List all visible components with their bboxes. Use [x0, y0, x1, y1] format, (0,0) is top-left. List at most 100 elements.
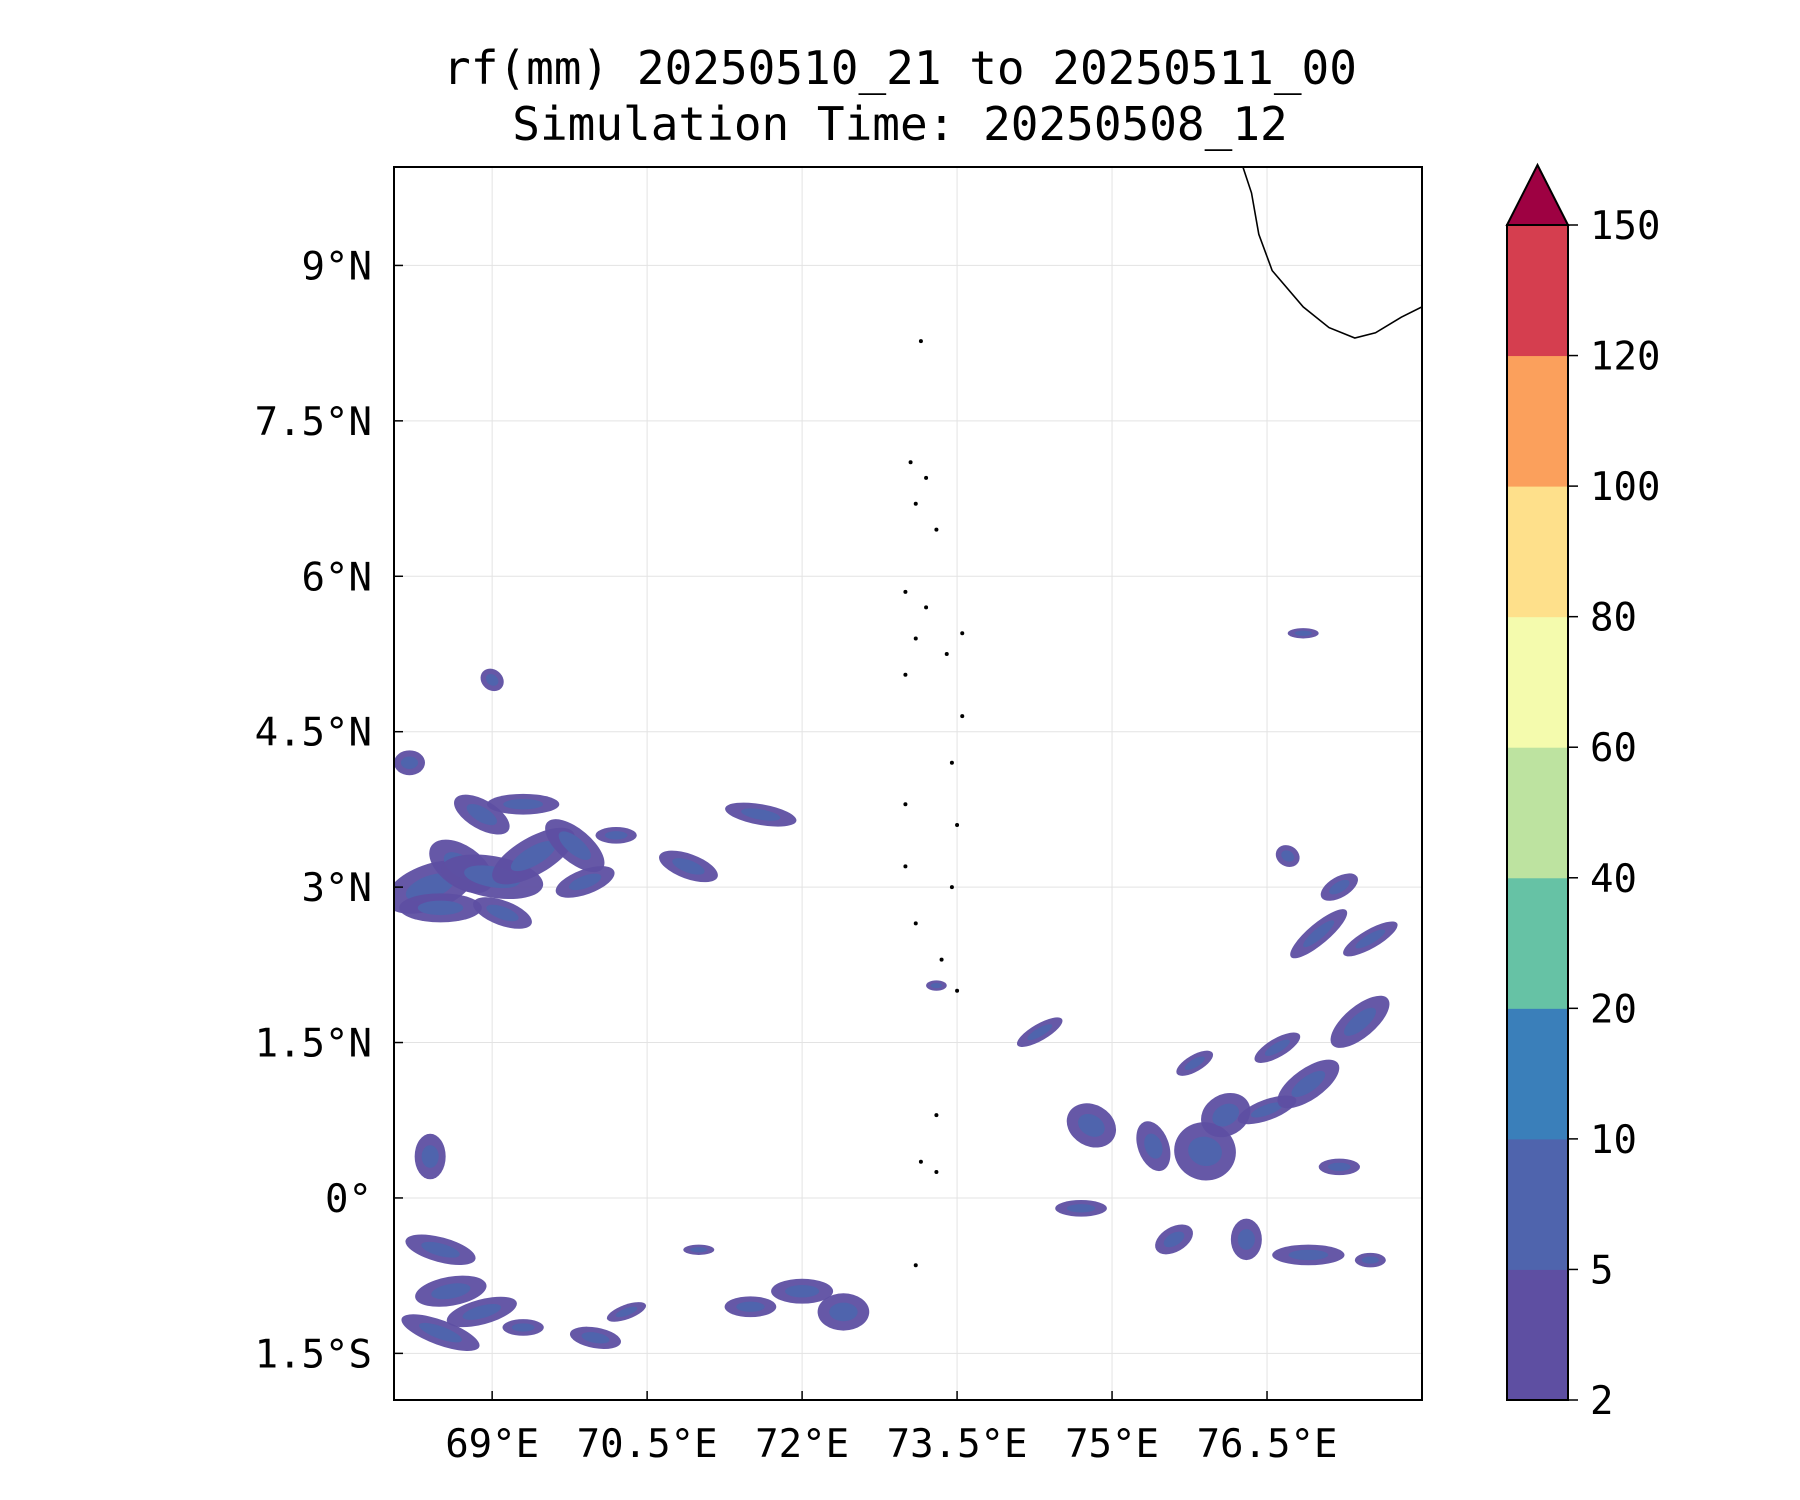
island-dot	[903, 672, 908, 677]
island-dot	[918, 339, 923, 344]
rain-patch-core	[400, 756, 419, 769]
colorbar-segment	[1507, 1138, 1568, 1270]
rain-patch-core	[511, 1323, 535, 1332]
colorbar-label: 20	[1590, 987, 1637, 1032]
island-dot	[960, 714, 965, 719]
rain-patch-core	[431, 1283, 471, 1300]
colorbar-segment	[1507, 355, 1568, 487]
rain-patch-core	[405, 873, 455, 901]
x-tick-label: 75°E	[1065, 1422, 1159, 1467]
colorbar-extend-arrow	[1505, 162, 1570, 226]
rain-patch-core	[930, 982, 943, 989]
colorbar-segment	[1507, 877, 1568, 1009]
island-dot	[955, 988, 960, 993]
rain-patch-core	[1303, 920, 1335, 948]
rain-patch-core	[486, 904, 519, 922]
rain-patch-core	[741, 808, 781, 821]
colorbar-label: 40	[1590, 857, 1637, 902]
island-dot	[960, 631, 965, 636]
rain-patch-core	[1184, 1056, 1205, 1070]
rain-patch-core	[1329, 879, 1350, 895]
rain-patch-core	[615, 1306, 638, 1318]
y-tick-label: 7.5°N	[255, 400, 372, 445]
colorbar-segment	[1507, 747, 1568, 879]
rain-patch-core	[829, 1302, 858, 1322]
colorbar-segment	[1507, 1008, 1568, 1140]
rain-patch-core	[1361, 1256, 1379, 1264]
colorbar-segment	[1507, 486, 1568, 618]
rain-patch-core	[1027, 1024, 1053, 1041]
colorbar-label: 2	[1590, 1379, 1613, 1424]
rain-patch-core	[736, 1301, 765, 1312]
colorbar-label: 80	[1590, 596, 1637, 641]
island-dot	[913, 1263, 918, 1268]
rain-patch-core	[568, 873, 602, 891]
rain-patch-core	[1294, 630, 1312, 636]
rain-patch-core	[1343, 1007, 1377, 1036]
rain-patch-core	[1250, 1102, 1284, 1118]
rain-patch-core	[503, 799, 544, 810]
coastlines	[903, 167, 1422, 1268]
y-tick-label: 9°N	[302, 244, 372, 289]
y-tick-label: 6°N	[302, 555, 372, 600]
map-frame	[393, 166, 1423, 1401]
rain-patch-core	[485, 673, 499, 686]
island-dot	[939, 957, 944, 962]
x-tick-label: 70.5°E	[577, 1422, 718, 1467]
rain-patch-core	[462, 1304, 502, 1320]
x-tick-label: 76.5°E	[1197, 1422, 1338, 1467]
rain-patch-core	[785, 1284, 820, 1298]
rain-patch-core	[1281, 850, 1295, 862]
y-tick-label: 1.5°S	[255, 1332, 372, 1377]
colorbar-segment	[1507, 225, 1568, 357]
rain-patch-core	[466, 803, 498, 826]
island-dot	[955, 822, 960, 827]
title-line-2: Simulation Time: 20250508_12	[512, 97, 1288, 151]
island-dot	[913, 501, 918, 506]
island-dot	[949, 760, 954, 765]
rain-patch-core	[581, 1332, 610, 1344]
island-dot	[918, 1159, 923, 1164]
rainfall-contours	[394, 628, 1398, 1351]
colorbar-segment	[1507, 616, 1568, 748]
colorbar: 2 5 10 20 40 60 80 100 120 150	[1505, 162, 1660, 1424]
y-tick-label: 3°N	[302, 866, 372, 911]
y-tick-label: 0°	[325, 1177, 372, 1222]
island-dot	[903, 864, 908, 869]
colorbar-label: 10	[1590, 1118, 1637, 1163]
colorbar-label: 5	[1590, 1248, 1613, 1293]
gridlines	[394, 167, 1422, 1400]
rain-patch-core	[510, 840, 557, 872]
island-dot	[903, 589, 908, 594]
island-dot	[934, 1170, 939, 1175]
rain-patch-core	[1212, 1103, 1240, 1127]
y-tick-label: 4.5°N	[255, 711, 372, 756]
rain-patch-core	[604, 831, 628, 840]
rain-patch-core	[1237, 1229, 1255, 1250]
colorbar-segment	[1507, 1269, 1568, 1401]
island-dot	[908, 460, 913, 465]
rain-patch-core	[690, 1247, 708, 1253]
rain-patch-core	[1355, 929, 1386, 949]
colorbar-frame	[1506, 224, 1569, 1401]
rain-patch-core	[1264, 1039, 1290, 1056]
rain-patch-core	[1163, 1231, 1185, 1248]
colorbar-label: 150	[1590, 204, 1660, 249]
x-tick-label: 72°E	[755, 1422, 849, 1467]
island-dot	[924, 475, 929, 480]
rain-patch-core	[421, 1241, 460, 1258]
longitude-ticks: 69°E 70.5°E 72°E 73.5°E 75°E 76.5°E	[445, 1391, 1337, 1467]
x-tick-label: 69°E	[445, 1422, 539, 1467]
colorbar-label: 120	[1590, 335, 1660, 380]
colorbar-label: 60	[1590, 726, 1637, 771]
island-dot	[934, 527, 939, 532]
island-dot	[949, 885, 954, 890]
latitude-ticks: 9°N 7.5°N 6°N 4.5°N 3°N 1.5°N 0° 1.5°S	[255, 244, 403, 1377]
rain-patch-core	[421, 1145, 439, 1168]
coastline-india	[1242, 167, 1422, 339]
island-dot	[913, 636, 918, 641]
rain-patch-core	[1078, 1113, 1105, 1137]
colorbar-label: 100	[1590, 465, 1660, 510]
island-dot	[903, 802, 908, 807]
